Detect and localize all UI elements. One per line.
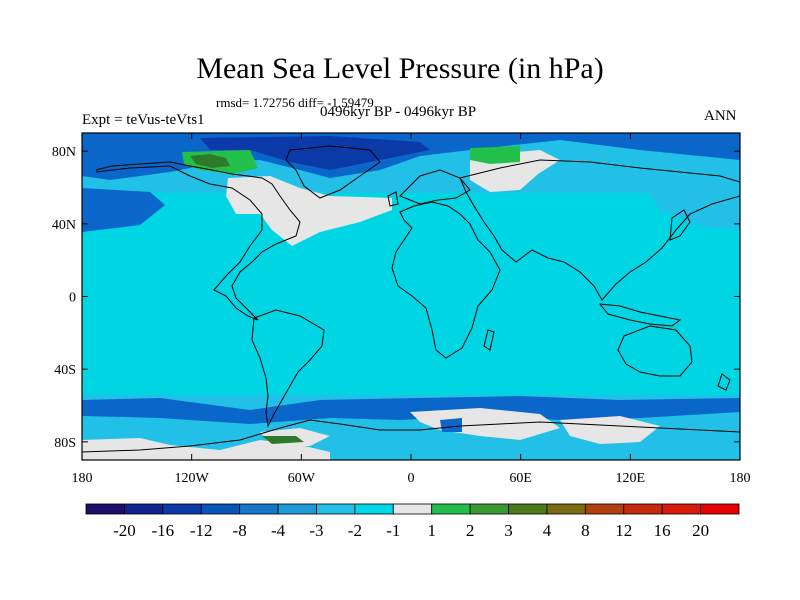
colorbar-label: -3 <box>309 521 323 540</box>
coastlines <box>82 145 740 453</box>
colorbar-box <box>392 503 433 515</box>
colorbar-box <box>431 503 471 515</box>
colorbar-label: -1 <box>386 521 400 540</box>
lon-tick-label: 60E <box>509 471 532 486</box>
lat-tick-label: 40S <box>54 363 76 378</box>
season-label: ANN <box>704 108 737 124</box>
lat-tick-label: 40N <box>52 218 76 233</box>
colorbar-box <box>239 503 279 515</box>
colorbar: -20 -16 -12 -8 -4 -3 -2 -1 1 2 3 4 8 12 16 20 <box>85 503 740 540</box>
field-negative-antarctica <box>440 418 462 432</box>
colorbar-label: 8 <box>581 521 590 540</box>
colorbar-label: -12 <box>190 521 213 540</box>
lon-tick-label: 180 <box>72 471 93 486</box>
page-title: Mean Sea Level Pressure (in hPa) <box>196 52 604 85</box>
colorbar-box <box>584 503 625 515</box>
colorbar-box <box>200 503 241 515</box>
lon-tick-label: 120E <box>616 471 646 486</box>
colorbar-box <box>277 503 317 515</box>
field-near-zero-atlantic <box>226 176 392 246</box>
field-near-zero-antarctica <box>410 408 560 440</box>
colorbar-box <box>700 503 740 515</box>
colorbar-box <box>162 503 202 515</box>
field-strong-positive-arctic <box>190 154 230 168</box>
colorbar-label: 4 <box>543 521 552 540</box>
colorbar-box <box>508 503 548 515</box>
map-plot-area <box>82 133 740 460</box>
colorbar-label: 3 <box>504 521 513 540</box>
colorbar-label: -20 <box>113 521 136 540</box>
lat-tick-label: 0 <box>69 291 76 306</box>
colorbar-box <box>469 503 509 515</box>
colorbar-label: 16 <box>654 521 671 540</box>
colorbar-label: -2 <box>348 521 362 540</box>
colorbar-box <box>354 503 394 515</box>
lon-tick-label: 60W <box>288 471 316 486</box>
longitude-axis: 180 120W 60W 0 60E 120E 180 <box>72 133 751 486</box>
colorbar-box <box>623 503 663 515</box>
field-deep-pacific <box>82 188 165 232</box>
lat-tick-label: 80S <box>54 436 76 451</box>
field-near-zero-antarctica-east <box>560 416 660 444</box>
stats-label: rmsd= 1.72756 diff= -1.59479 <box>216 95 374 110</box>
colorbar-box <box>124 503 164 515</box>
colorbar-label: -8 <box>233 521 247 540</box>
colorbar-label: 1 <box>427 521 436 540</box>
lat-tick-label: 80N <box>52 145 76 160</box>
field-deep-south <box>82 396 740 424</box>
latitude-axis: 80N 40N 0 40S 80S <box>52 145 740 451</box>
colorbar-box <box>316 503 356 515</box>
period-label: 0496kyr BP - 0496kyr BP <box>320 104 477 120</box>
colorbar-box <box>85 503 125 515</box>
field-positive-siberia <box>470 146 520 164</box>
colorbar-label: -4 <box>271 521 286 540</box>
colorbar-box <box>661 503 701 515</box>
field-strong-positive-weddell <box>262 436 304 444</box>
experiment-label: Expt = teVus-teVts1 <box>82 112 205 128</box>
lon-tick-label: 120W <box>175 471 210 486</box>
lon-tick-label: 0 <box>408 471 415 486</box>
lon-tick-label: 180 <box>730 471 751 486</box>
field-near-zero-south-west <box>82 438 330 460</box>
colorbar-box <box>546 503 586 515</box>
colorbar-label: 12 <box>615 521 632 540</box>
field-band-nwpacific <box>640 175 740 230</box>
field-deeper-north <box>200 136 430 170</box>
colorbar-label: -16 <box>151 521 174 540</box>
colorbar-label: 2 <box>466 521 475 540</box>
colorbar-label: 20 <box>692 521 709 540</box>
